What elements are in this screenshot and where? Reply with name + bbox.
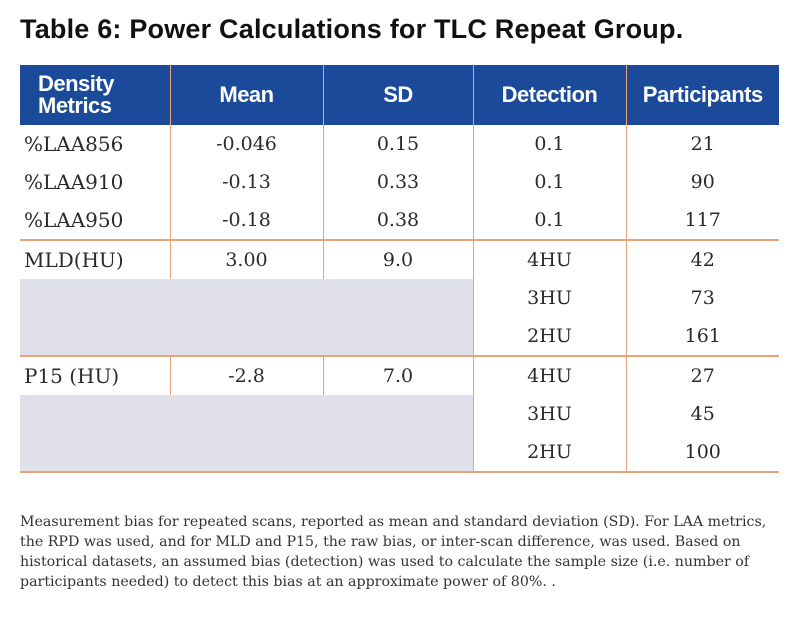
metric-cell — [20, 395, 170, 433]
sd-cell: 7.0 — [322, 355, 473, 395]
sd-cell — [323, 433, 473, 473]
metric-cell: %LAA856 — [24, 132, 124, 156]
participants-cell: 90 — [625, 163, 779, 201]
mean-cell — [170, 433, 323, 473]
header-sd: SD — [322, 65, 473, 125]
header-density-metrics: Density Metrics — [20, 65, 170, 125]
table-row: %LAA950 -0.18 0.38 0.1 117 — [20, 201, 779, 240]
detection-cell: 2HU — [472, 433, 626, 473]
detection-cell: 3HU — [472, 395, 626, 433]
metric-cell — [20, 317, 170, 356]
mean-cell — [170, 279, 323, 317]
participants-cell: 45 — [625, 395, 779, 433]
participants-cell: 117 — [625, 201, 779, 240]
table-row: 3HU 73 — [20, 279, 779, 317]
metric-cell — [20, 433, 170, 473]
participants-cell: 21 — [625, 125, 779, 163]
sd-cell — [323, 279, 473, 317]
participants-cell: 73 — [625, 279, 779, 317]
table-footnote: Measurement bias for repeated scans, rep… — [20, 514, 767, 590]
header-metric-line2: Metrics — [38, 93, 112, 118]
power-calculations-table: Density Metrics Mean SD Detection Partici… — [20, 65, 779, 473]
metric-cell: %LAA950 — [24, 208, 124, 232]
table-row: 2HU 161 — [20, 317, 779, 356]
mean-cell — [170, 395, 323, 433]
table-row: P15 (HU) -2.8 7.0 4HU 27 — [20, 355, 779, 395]
sd-cell — [323, 317, 473, 356]
mean-cell: 3.00 — [169, 239, 323, 279]
metric-cell: P15 (HU) — [20, 355, 170, 395]
metric-cell: MLD(HU) — [20, 239, 170, 279]
mean-cell: -2.8 — [169, 355, 323, 395]
table-title: Table 6: Power Calculations for TLC Repe… — [20, 14, 684, 44]
table-row: %LAA910 -0.13 0.33 0.1 90 — [20, 163, 779, 201]
sd-cell: 0.38 — [322, 201, 473, 240]
table-row: 3HU 45 — [20, 395, 779, 433]
table-row: 2HU 100 — [20, 433, 779, 473]
detection-cell: 4HU — [472, 355, 626, 395]
table-row: MLD(HU) 3.00 9.0 4HU 42 — [20, 239, 779, 279]
header-detection: Detection — [472, 65, 626, 125]
detection-cell: 4HU — [472, 239, 626, 279]
metric-cell: %LAA910 — [24, 170, 124, 194]
sd-cell: 0.15 — [322, 125, 473, 163]
metric-cell — [20, 279, 170, 317]
header-row: Density Metrics Mean SD Detection Partici… — [20, 65, 779, 125]
participants-cell: 27 — [625, 355, 779, 395]
participants-cell: 100 — [625, 433, 779, 473]
sd-cell: 0.33 — [322, 163, 473, 201]
sd-cell: 9.0 — [322, 239, 473, 279]
sd-cell — [323, 395, 473, 433]
detection-cell: 3HU — [472, 279, 626, 317]
detection-cell: 0.1 — [472, 163, 626, 201]
table-row: %LAA856 -0.046 0.15 0.1 21 — [20, 125, 779, 163]
participants-cell: 42 — [625, 239, 779, 279]
header-metric-line1: Density — [38, 71, 114, 96]
detection-cell: 0.1 — [472, 125, 626, 163]
mean-cell — [170, 317, 323, 356]
mean-cell: -0.13 — [169, 163, 323, 201]
header-mean: Mean — [169, 65, 323, 125]
detection-cell: 0.1 — [472, 201, 626, 240]
detection-cell: 2HU — [472, 317, 626, 356]
header-participants: Participants — [625, 65, 779, 125]
mean-cell: -0.046 — [169, 125, 323, 163]
participants-cell: 161 — [625, 317, 779, 356]
mean-cell: -0.18 — [169, 201, 323, 240]
